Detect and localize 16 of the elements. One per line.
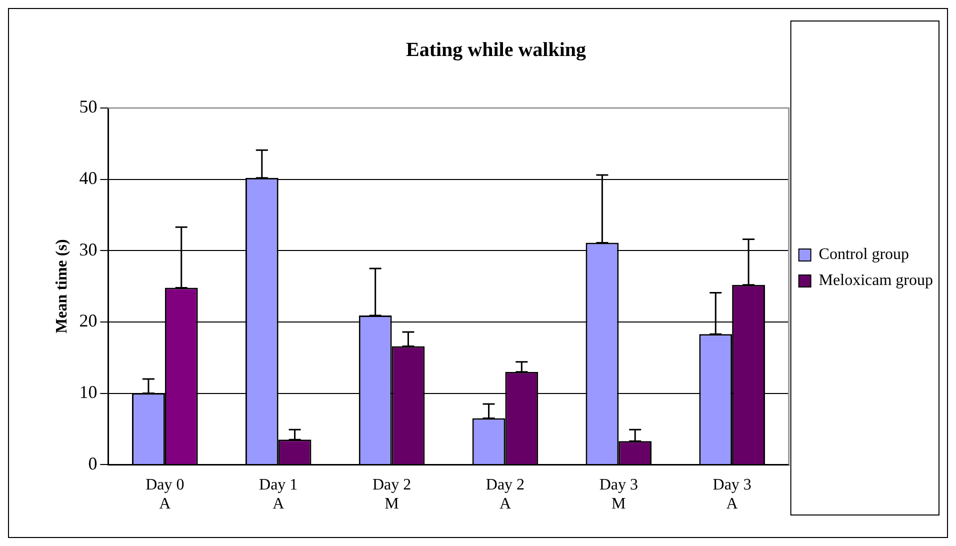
y-tick-label: 30 [79,239,98,260]
y-tick-label: 0 [88,453,98,474]
y-tick-label: 50 [79,96,98,117]
x-tick-label: Day 1 A [259,476,298,513]
legend-label: Meloxicam group [818,272,934,290]
x-tick-label: Day 2 A [486,476,525,513]
chart-title: Eating while walking [406,39,586,62]
x-tick-label: Day 2 M [372,476,412,513]
x-tick-label: Day 0 A [146,476,184,513]
y-tick-label: 40 [79,168,98,188]
y-tick-label: 10 [79,382,98,402]
legend-label: Control group [818,246,910,264]
x-tick-label: Day 3 M [599,476,638,513]
y-axis-title: Mean time (s) [54,239,71,334]
y-tick-label: 20 [79,310,98,331]
x-tick-label: Day 3 A [712,476,752,513]
